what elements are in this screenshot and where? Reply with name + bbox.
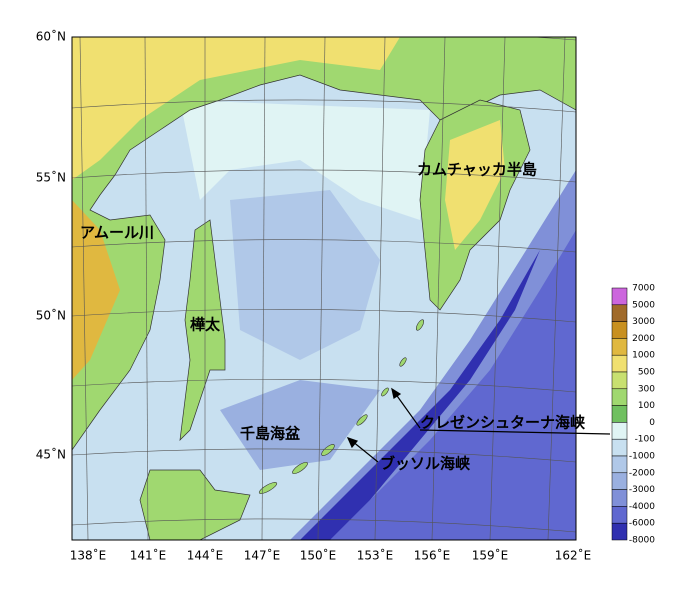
colorbar-swatch <box>611 422 628 440</box>
colorbar-swatch <box>611 522 628 541</box>
sakhalin <box>179 219 226 441</box>
colorbar-label: 0 <box>649 418 655 428</box>
graticule <box>72 37 576 540</box>
place-label: 千島海盆 <box>240 425 301 443</box>
map-area <box>72 37 576 540</box>
deep <box>330 230 576 540</box>
lat-label: 60˚N <box>36 29 66 44</box>
colorbar-label: -1000 <box>629 452 655 462</box>
colorbar-label: 100 <box>638 401 655 411</box>
lat-label: 55˚N <box>36 170 66 185</box>
colorbar-label: -6000 <box>629 519 655 529</box>
lon-label: 138˚E <box>70 548 107 563</box>
place-label: 樺太 <box>190 316 221 334</box>
colorbar-label: 300 <box>638 384 655 394</box>
colorbar-label: 3000 <box>632 317 655 327</box>
colorbar-label: 1000 <box>632 351 655 361</box>
colorbar-swatch <box>611 489 628 507</box>
colorbar-swatch <box>611 287 628 306</box>
kamchatka-range <box>445 120 505 250</box>
lon-label: 159˚E <box>472 548 509 563</box>
colorbar-swatch <box>611 506 628 524</box>
colorbar-swatch <box>611 338 628 356</box>
colorbar-swatch <box>611 388 628 406</box>
lon-label: 150˚E <box>300 548 337 563</box>
colorbar-label: 2000 <box>632 334 655 344</box>
lon-label: 156˚E <box>414 548 451 563</box>
colorbar-label: 500 <box>638 368 655 378</box>
colorbar-swatch <box>611 321 628 339</box>
place-label: ブッソル海峡 <box>380 455 471 473</box>
colorbar-label: 7000 <box>632 284 655 294</box>
colorbar-label: -3000 <box>629 485 655 495</box>
colorbar-swatch <box>611 304 628 322</box>
strait-arrows <box>346 387 611 463</box>
lat-label: 45˚N <box>36 447 66 462</box>
colorbar-swatch <box>611 472 628 490</box>
lon-label: 153˚E <box>357 548 394 563</box>
colorbar-swatch <box>611 438 628 457</box>
highland-west <box>72 200 120 380</box>
shelf <box>180 100 430 220</box>
place-label: クレゼンシュターナ海峡 <box>420 414 586 432</box>
place-label: アムール川 <box>80 224 154 242</box>
colorbar: 700050003000200010005003001000-100-1000-… <box>611 284 656 546</box>
colorbar-swatch <box>611 371 628 390</box>
labels: 60˚N 55˚N 50˚N 45˚N 138˚E 141˚E 144˚E 147˚E 150˚… <box>36 29 592 563</box>
lon-label: 147˚E <box>244 548 281 563</box>
colorbar-swatch <box>611 455 628 474</box>
lon-label: 141˚E <box>130 548 167 563</box>
lon-label: 144˚E <box>187 548 224 563</box>
kuril-islands <box>258 319 424 494</box>
lat-label: 50˚N <box>36 308 66 323</box>
highland <box>72 37 400 180</box>
colorbar-label: -8000 <box>629 536 655 546</box>
basin <box>230 190 380 360</box>
colorbar-label: 5000 <box>632 300 655 310</box>
colorbar-swatch <box>611 405 628 423</box>
map-frame <box>71 36 577 541</box>
colorbar-label: -2000 <box>629 468 655 478</box>
colorbar-label: -100 <box>635 435 656 445</box>
lon-label: 162˚E <box>555 548 592 563</box>
colorbar-swatch <box>611 354 628 373</box>
kuril-basin <box>220 380 380 470</box>
place-label: カムチャッカ半島 <box>417 161 537 179</box>
colorbar-label: -4000 <box>629 502 655 512</box>
